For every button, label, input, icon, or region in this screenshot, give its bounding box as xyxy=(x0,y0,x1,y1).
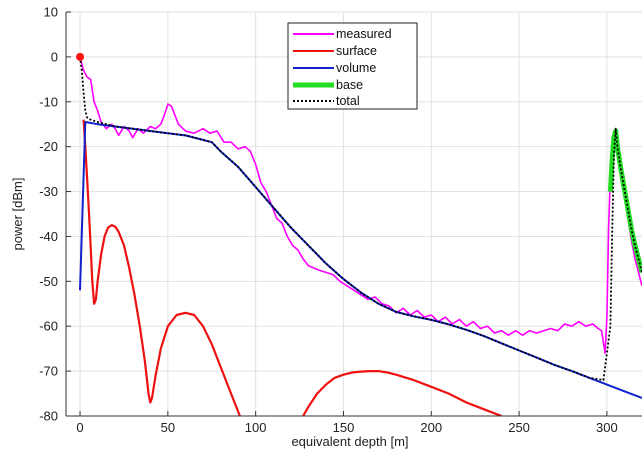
tick-labels: 0 50 100 150 200 250 300100-10-20-30-40-50-60-… xyxy=(39,5,618,436)
y-tick-label: -70 xyxy=(39,364,58,379)
legend-label-volume: volume xyxy=(336,61,376,75)
x-tick-label: 0 xyxy=(76,420,83,435)
y-tick-label: -50 xyxy=(39,274,58,289)
y-tick-label: -30 xyxy=(39,184,58,199)
x-tick-label: 200 xyxy=(420,420,442,435)
legend: measured surface volume base total xyxy=(287,22,418,110)
y-tick-label: -40 xyxy=(39,229,58,244)
series-line-volume xyxy=(79,121,642,399)
series-line-surface xyxy=(302,370,502,416)
x-tick-label: 100 xyxy=(245,420,267,435)
x-tick-label: 50 xyxy=(161,420,175,435)
x-tick-label: 150 xyxy=(333,420,355,435)
legend-label-base: base xyxy=(336,78,363,92)
y-tick-label: 10 xyxy=(44,5,58,20)
series-line-total xyxy=(79,56,642,381)
series-line-measured xyxy=(79,56,642,354)
x-tick-label: 250 xyxy=(508,420,530,435)
x-tick-label: 300 xyxy=(596,420,618,435)
x-axis-label: equivalent depth [m] xyxy=(291,434,408,449)
series-line-surface xyxy=(82,119,241,416)
series-layer xyxy=(76,52,642,416)
y-tick-label: -10 xyxy=(39,94,58,109)
y-tick-label: -20 xyxy=(39,139,58,154)
y-axis-label: power [dBm] xyxy=(10,178,25,251)
legend-label-total: total xyxy=(336,94,360,108)
y-tick-label: -80 xyxy=(39,409,58,424)
legend-box xyxy=(287,22,418,110)
legend-label-measured: measured xyxy=(336,27,392,41)
legend-label-surface: surface xyxy=(336,44,377,58)
origin-marker xyxy=(76,52,85,61)
y-tick-label: -60 xyxy=(39,319,58,334)
y-tick-label: 0 xyxy=(51,49,58,64)
